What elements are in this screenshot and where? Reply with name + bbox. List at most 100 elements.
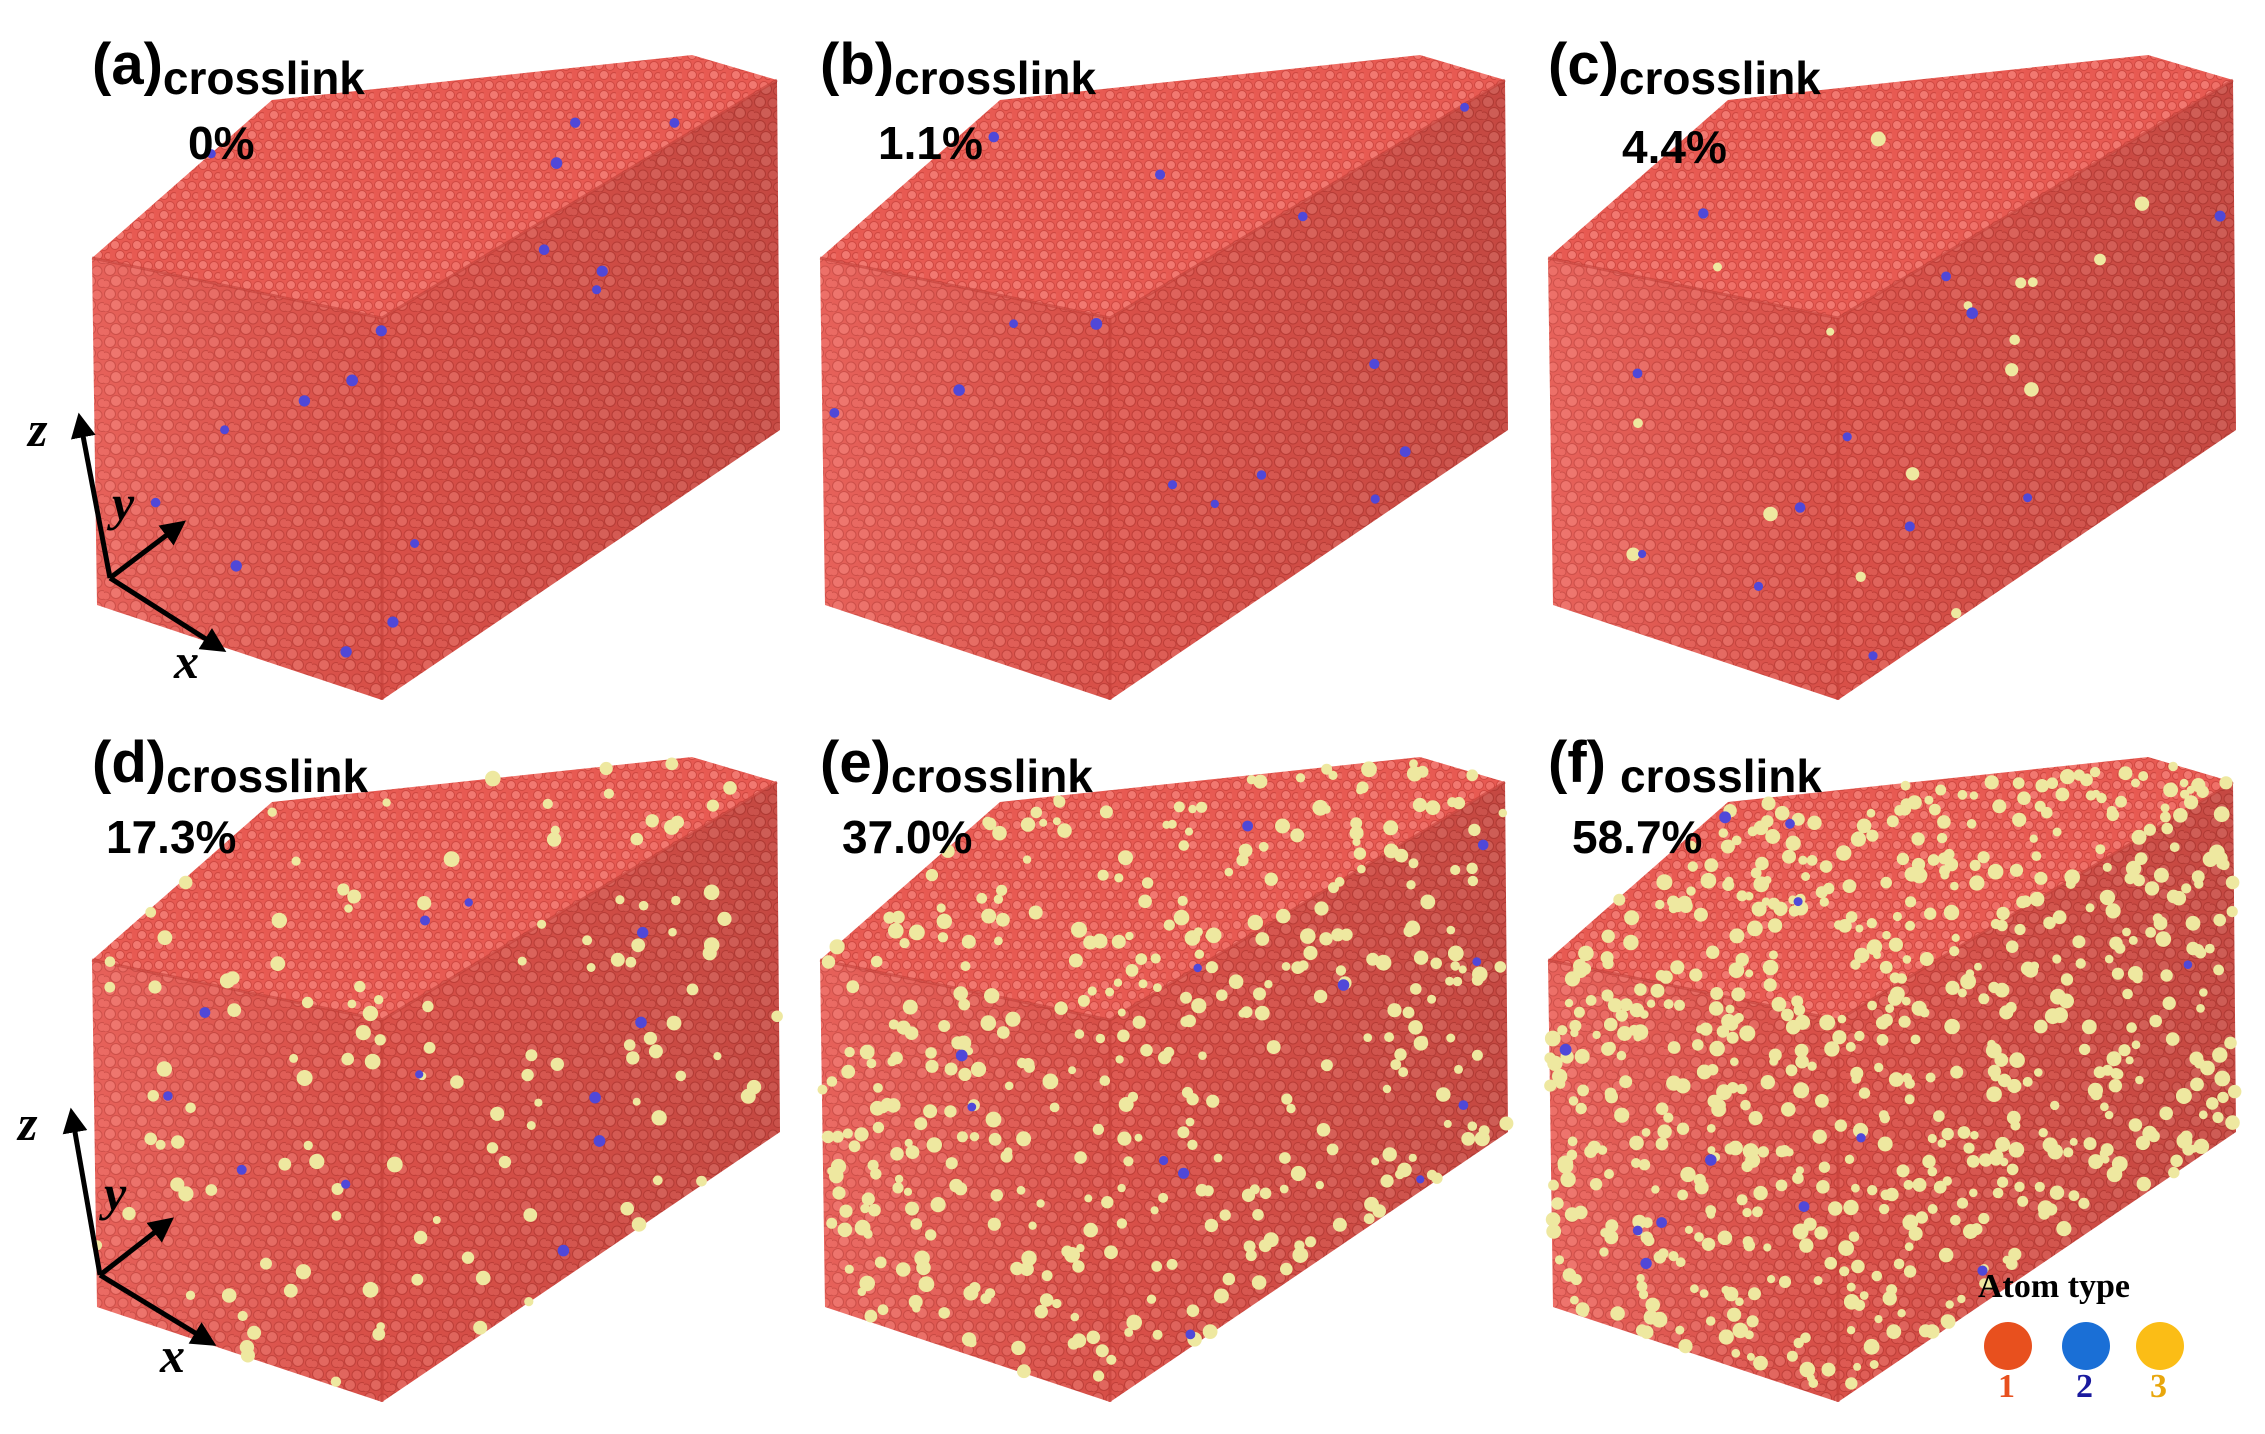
yellow-atom bbox=[1280, 1262, 1293, 1276]
yellow-atom bbox=[485, 770, 501, 787]
yellow-atom bbox=[2155, 931, 2172, 947]
yellow-atom bbox=[1106, 1354, 1117, 1365]
yellow-atom bbox=[2225, 875, 2240, 890]
yellow-atom bbox=[1966, 1155, 1980, 1168]
yellow-atom bbox=[2017, 791, 2031, 805]
yellow-atom bbox=[1885, 1187, 1899, 1202]
yellow-atom bbox=[1686, 840, 1697, 852]
atom-box-b bbox=[819, 55, 1508, 700]
yellow-atom bbox=[1254, 1005, 1270, 1021]
panel-letter: (f) bbox=[1548, 730, 1606, 795]
blue-atom bbox=[1632, 368, 1643, 379]
yellow-atom bbox=[1599, 1247, 1609, 1257]
yellow-atom bbox=[1054, 1001, 1068, 1015]
yellow-atom bbox=[1125, 931, 1134, 941]
yellow-atom bbox=[2143, 823, 2156, 836]
yellow-atom bbox=[1087, 986, 1097, 996]
yellow-atom bbox=[1763, 876, 1772, 885]
blue-atom bbox=[829, 408, 840, 418]
blue-atom bbox=[1719, 811, 1731, 824]
yellow-atom bbox=[2017, 1195, 2029, 1207]
atom-dots bbox=[1626, 131, 2226, 661]
blue-atom bbox=[1399, 446, 1411, 458]
yellow-atom bbox=[205, 1184, 218, 1196]
yellow-atom bbox=[902, 999, 918, 1015]
blue-atom bbox=[1856, 1133, 1866, 1143]
legend-label-2: 2 bbox=[2076, 1368, 2093, 1405]
yellow-atom bbox=[1545, 1212, 1561, 1227]
yellow-atom bbox=[892, 910, 905, 924]
yellow-atom bbox=[1694, 1180, 1709, 1195]
yellow-atom bbox=[1793, 1004, 1806, 1016]
yellow-atom bbox=[1838, 919, 1852, 933]
yellow-atom bbox=[337, 883, 350, 896]
box-front-shade bbox=[1548, 960, 1838, 1402]
blue-atom bbox=[1966, 307, 1978, 320]
yellow-atom bbox=[1705, 1205, 1717, 1216]
yellow-atom bbox=[1892, 911, 1902, 922]
yellow-atom bbox=[1326, 1143, 1339, 1156]
yellow-atom bbox=[905, 1145, 920, 1159]
blue-atom bbox=[1477, 839, 1489, 851]
legend-label-1: 1 bbox=[1998, 1368, 2015, 1405]
yellow-atom bbox=[1984, 775, 1999, 790]
yellow-atom bbox=[859, 1275, 875, 1292]
yellow-atom bbox=[821, 955, 836, 969]
yellow-atom bbox=[925, 1047, 937, 1059]
yellow-atom bbox=[969, 1132, 980, 1142]
yellow-atom bbox=[1240, 1006, 1253, 1018]
yellow-atom bbox=[1785, 1019, 1801, 1035]
yellow-atom bbox=[1911, 832, 1925, 846]
yellow-atom bbox=[844, 1046, 855, 1058]
yellow-atom bbox=[2019, 895, 2032, 908]
yellow-atom bbox=[1844, 1154, 1855, 1165]
yellow-atom bbox=[652, 1175, 663, 1186]
blue-atom bbox=[1793, 897, 1803, 907]
yellow-atom bbox=[270, 956, 286, 972]
box-side-shade bbox=[382, 80, 780, 700]
yellow-atom bbox=[1798, 1049, 1808, 1058]
yellow-atom bbox=[1127, 1091, 1139, 1102]
yellow-atom bbox=[534, 1098, 543, 1107]
yellow-atom bbox=[2149, 1014, 2162, 1028]
yellow-atom bbox=[1908, 1226, 1923, 1241]
yellow-atom bbox=[857, 1287, 867, 1296]
yellow-atom bbox=[1184, 930, 1201, 946]
yellow-atom bbox=[2131, 778, 2140, 788]
yellow-atom bbox=[1675, 1257, 1686, 1268]
yellow-atom bbox=[1760, 1075, 1776, 1090]
yellow-atom bbox=[2059, 769, 2076, 785]
x-axis-label-bottom: x bbox=[160, 1327, 185, 1383]
yellow-atom bbox=[1724, 1286, 1739, 1302]
yellow-atom bbox=[523, 1208, 538, 1222]
blue-atom bbox=[1559, 1043, 1572, 1056]
yellow-atom bbox=[1601, 989, 1614, 1002]
yellow-atom bbox=[2114, 943, 2126, 954]
yellow-atom bbox=[1997, 1176, 2009, 1188]
blue-atom bbox=[1416, 1175, 1425, 1184]
yellow-atom bbox=[331, 1183, 344, 1195]
yellow-atom bbox=[1132, 1015, 1146, 1029]
yellow-atom bbox=[2042, 1137, 2058, 1153]
yellow-atom bbox=[1604, 1087, 1617, 1100]
yellow-atom bbox=[1152, 1329, 1163, 1340]
yellow-atom bbox=[2008, 1142, 2025, 1158]
yellow-atom bbox=[1619, 998, 1633, 1012]
panel-percent-e: 37.0% bbox=[842, 811, 973, 863]
yellow-atom bbox=[122, 1206, 136, 1221]
yellow-atom bbox=[1099, 1075, 1111, 1086]
yellow-atom bbox=[2213, 806, 2230, 823]
yellow-atom bbox=[626, 1051, 640, 1065]
yellow-atom bbox=[1184, 827, 1194, 836]
yellow-atom bbox=[1957, 988, 1967, 998]
yellow-atom bbox=[2214, 851, 2228, 865]
yellow-atom bbox=[1898, 1015, 1911, 1028]
yellow-atom bbox=[746, 1079, 762, 1095]
yellow-atom bbox=[1313, 989, 1328, 1004]
yellow-atom bbox=[1570, 1273, 1582, 1286]
yellow-atom bbox=[1659, 970, 1673, 984]
yellow-atom bbox=[713, 1052, 722, 1061]
yellow-atom bbox=[1194, 949, 1205, 959]
yellow-atom bbox=[374, 1034, 386, 1046]
